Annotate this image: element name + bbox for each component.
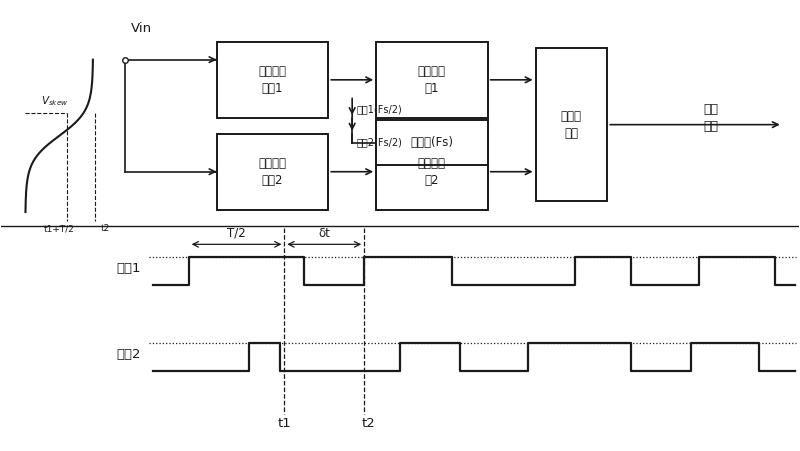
- Text: 多路选
择器: 多路选 择器: [561, 110, 582, 140]
- Text: 模数转换
器1: 模数转换 器1: [418, 65, 446, 95]
- Text: 时钟2: 时钟2: [117, 348, 141, 361]
- Text: δt: δt: [318, 227, 330, 240]
- Text: $V_{skew}$: $V_{skew}$: [42, 94, 69, 108]
- Text: 时钟1(Fs/2): 时钟1(Fs/2): [356, 104, 402, 114]
- Text: 采样保持
电路1: 采样保持 电路1: [258, 65, 286, 95]
- Text: 时钟源(Fs): 时钟源(Fs): [410, 136, 454, 149]
- FancyBboxPatch shape: [217, 133, 328, 210]
- Text: 模数转换
器2: 模数转换 器2: [418, 156, 446, 187]
- FancyBboxPatch shape: [376, 133, 488, 210]
- FancyBboxPatch shape: [376, 42, 488, 118]
- Text: 时钟2(Fs/2): 时钟2(Fs/2): [356, 138, 402, 147]
- FancyBboxPatch shape: [217, 42, 328, 118]
- Text: 数字
输出: 数字 输出: [703, 103, 718, 133]
- Text: t2: t2: [362, 417, 375, 430]
- Text: Vin: Vin: [131, 22, 153, 35]
- Text: T/2: T/2: [227, 227, 246, 240]
- Text: t1+T/2: t1+T/2: [43, 224, 74, 233]
- Text: t2: t2: [101, 224, 110, 233]
- FancyBboxPatch shape: [535, 48, 607, 201]
- Text: 采样保持
电路2: 采样保持 电路2: [258, 156, 286, 187]
- Text: t1: t1: [278, 417, 291, 430]
- FancyBboxPatch shape: [376, 120, 488, 165]
- Text: 时钟1: 时钟1: [117, 262, 141, 275]
